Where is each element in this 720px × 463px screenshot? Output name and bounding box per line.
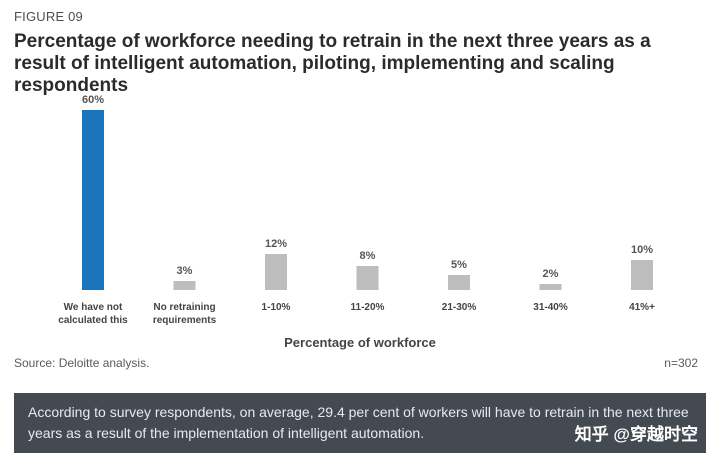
source-note: Source: Deloitte analysis. xyxy=(14,356,150,370)
summary-callout: According to survey respondents, on aver… xyxy=(14,393,706,453)
bar-5 xyxy=(539,284,562,290)
bar-0 xyxy=(82,110,104,290)
bar-6 xyxy=(631,260,653,290)
category-label-4: 21-30% xyxy=(442,302,477,313)
value-label-6: 10% xyxy=(631,244,653,256)
category-label-1: No retraining requirements xyxy=(153,302,217,326)
sample-size: n=302 xyxy=(664,356,698,370)
category-label-5: 31-40% xyxy=(533,302,568,313)
bar-3 xyxy=(356,266,379,290)
category-label-3: 11-20% xyxy=(351,302,385,313)
summary-text: According to survey respondents, on aver… xyxy=(28,404,689,441)
category-label-6: 41%+ xyxy=(629,302,655,313)
value-label-4: 5% xyxy=(451,259,467,271)
x-axis-title: Percentage of workforce xyxy=(284,335,436,350)
figure-label: FIGURE 09 xyxy=(14,9,83,24)
value-label-5: 2% xyxy=(543,268,559,280)
category-label-0: We have not calculated this xyxy=(58,302,128,326)
value-label-0: 60% xyxy=(82,94,104,106)
bar-2 xyxy=(265,254,287,290)
watermark: 知乎 @穿越时空 xyxy=(574,425,698,444)
category-label-2: 1-10% xyxy=(262,302,291,313)
bar-chart: 60% 3% 12% 8% 5% 2% 10% We have not calculated … xyxy=(58,94,655,326)
value-label-2: 12% xyxy=(265,238,287,250)
value-label-3: 8% xyxy=(360,250,376,262)
bar-1 xyxy=(173,281,196,290)
chart-title: Percentage of workforce needing to retra… xyxy=(14,31,651,96)
bar-4 xyxy=(448,275,470,290)
value-label-1: 3% xyxy=(177,265,193,277)
